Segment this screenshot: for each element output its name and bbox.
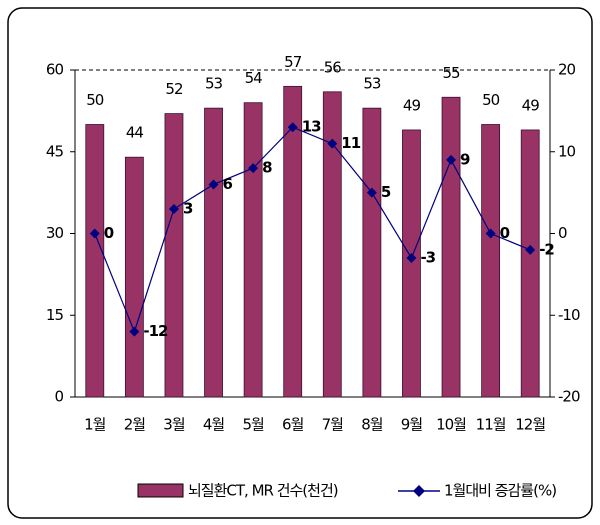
bar [204, 107, 223, 398]
x-tick-label: 7월 [322, 416, 344, 434]
x-tick-label: 10월 [436, 416, 466, 434]
line-value-label: 5 [381, 183, 391, 201]
bar [362, 107, 382, 398]
line-marker [208, 179, 219, 190]
line-marker [406, 253, 417, 264]
bar-value-label: 57 [284, 53, 302, 71]
y-tick-label: 30 [46, 224, 64, 242]
bar-value-label: 44 [126, 124, 144, 142]
y-tick-label: 60 [46, 61, 64, 79]
x-tick-label: 1월 [84, 416, 106, 434]
line-marker [525, 244, 536, 255]
line-value-label: 13 [302, 118, 321, 136]
bar [481, 124, 501, 398]
x-tick-label: 6월 [282, 416, 304, 434]
y2-tick-label: 0 [558, 224, 567, 242]
bar-value-label: 55 [442, 64, 460, 82]
legend-label: 1월대비 증감률(%) [444, 482, 556, 500]
bar [402, 129, 421, 398]
y2-tick-label: -20 [558, 388, 580, 406]
bar [243, 102, 263, 398]
line-marker [89, 228, 100, 239]
bar-value-label: 56 [324, 58, 342, 76]
y-tick-label: 15 [46, 306, 64, 324]
bar-value-label: 54 [245, 69, 263, 87]
line-value-label: 3 [183, 199, 193, 217]
y2-tick-label: 10 [558, 142, 576, 160]
line-value-label: 0 [500, 224, 510, 242]
line-marker [287, 122, 298, 133]
x-tick-label: 3월 [163, 416, 185, 434]
line-value-label: -3 [420, 249, 435, 267]
line-marker [327, 138, 338, 149]
bar-value-label: 49 [522, 96, 540, 114]
y2-tick-label: 20 [558, 61, 576, 79]
x-tick-label: 12월 [515, 416, 545, 434]
x-tick-label: 11월 [476, 416, 506, 434]
bar-value-label: 50 [86, 91, 104, 109]
bar [124, 156, 144, 398]
x-tick-label: 8월 [361, 416, 383, 434]
x-tick-label: 5월 [242, 416, 264, 434]
bar [164, 113, 184, 398]
line-value-label: 9 [460, 150, 470, 168]
bar-value-label: 49 [403, 96, 421, 114]
y2-tick-label: -10 [558, 306, 580, 324]
y-tick-label: 0 [54, 388, 63, 406]
line-marker [366, 187, 377, 198]
bar [441, 96, 461, 398]
line [94, 126, 531, 334]
line-marker [168, 203, 179, 214]
line-value-label: 8 [262, 159, 272, 177]
bar [520, 129, 540, 398]
bar-value-label: 53 [363, 75, 381, 93]
line-marker [446, 154, 457, 165]
x-tick-label: 2월 [124, 416, 146, 434]
line-value-label: -2 [539, 240, 554, 258]
line-value-label: -12 [143, 322, 168, 340]
line-value-label: 6 [223, 175, 233, 193]
bar-value-label: 53 [205, 75, 223, 93]
line-value-label: 0 [104, 224, 114, 242]
line-marker [129, 326, 140, 337]
line-marker [485, 228, 496, 239]
line-marker [248, 163, 259, 174]
legend-label: 뇌질환CT, MR 건수(천건) [188, 482, 338, 500]
bar [322, 91, 342, 398]
bar-value-label: 50 [482, 91, 500, 109]
line-value-label: 11 [341, 134, 360, 152]
bar [283, 85, 303, 398]
x-tick-label: 4월 [203, 416, 225, 434]
x-tick-label: 9월 [401, 416, 423, 434]
y-tick-label: 45 [46, 142, 64, 160]
bar-value-label: 52 [165, 80, 183, 98]
legend-marker [413, 485, 425, 497]
bar [85, 124, 105, 398]
legend-swatch-bar [137, 483, 184, 498]
